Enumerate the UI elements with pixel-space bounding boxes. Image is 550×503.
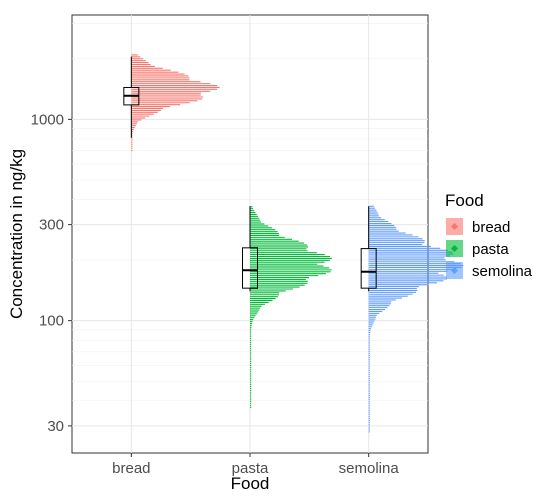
box-iqr (242, 247, 258, 289)
legend-label-bread: bread (472, 219, 510, 236)
x-axis-title: Food (231, 474, 270, 493)
y-tick-label: 30 (47, 418, 64, 435)
legend-key-marker (451, 245, 458, 252)
box-iqr (360, 248, 377, 289)
legend-label-semolina: semolina (472, 263, 533, 280)
y-tick-label: 1000 (31, 111, 64, 128)
legend-key-marker (451, 267, 458, 274)
y-tick-label: 100 (39, 313, 64, 330)
x-tick-label: bread (112, 460, 150, 477)
x-tick-label: semolina (339, 460, 400, 477)
y-axis: 30 100 300 1000 (31, 111, 72, 435)
legend-key-marker (451, 223, 458, 230)
legend: Food bread pasta semolina (445, 191, 533, 280)
legend-title: Food (445, 191, 484, 210)
y-axis-title: Concentration in ng/kg (7, 149, 26, 319)
y-tick-label: 300 (39, 217, 64, 234)
violin-pasta (242, 206, 332, 409)
violin-bread (123, 54, 220, 152)
legend-label-pasta: pasta (472, 241, 509, 258)
x-tick-label: pasta (232, 460, 269, 477)
x-axis: bread pasta semolina (112, 453, 399, 477)
